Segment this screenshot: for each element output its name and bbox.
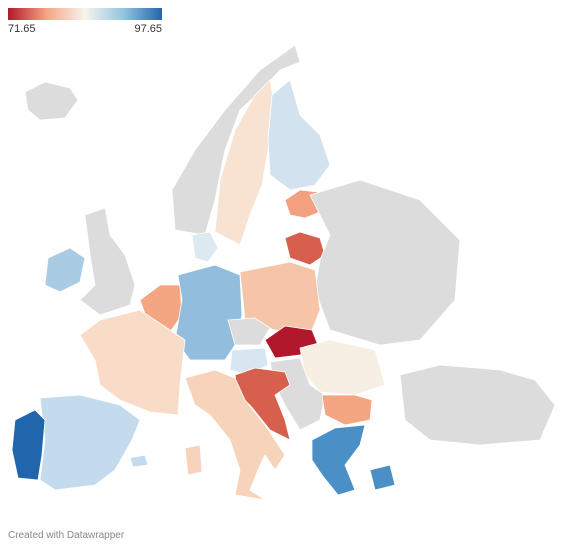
- country: [11, 409, 46, 481]
- country: [171, 44, 301, 236]
- country: [79, 309, 186, 416]
- credit: Created with Datawrapper: [8, 530, 125, 541]
- country: [174, 264, 243, 361]
- country: [311, 424, 366, 496]
- country: [267, 79, 331, 191]
- country: [44, 247, 86, 293]
- country: [399, 364, 556, 446]
- country: [79, 207, 136, 316]
- country: [369, 464, 396, 491]
- countries: [11, 44, 556, 501]
- country: [184, 444, 203, 476]
- country: [24, 81, 79, 121]
- legend-min: 71.65: [8, 23, 36, 35]
- country: [39, 394, 141, 491]
- country: [321, 394, 373, 426]
- legend-gradient: [8, 8, 162, 20]
- legend-max: 97.65: [134, 23, 162, 35]
- country: [191, 231, 219, 263]
- country: [184, 369, 286, 501]
- country: [227, 317, 271, 346]
- country: [284, 231, 326, 266]
- country: [129, 454, 149, 468]
- country: [309, 179, 461, 346]
